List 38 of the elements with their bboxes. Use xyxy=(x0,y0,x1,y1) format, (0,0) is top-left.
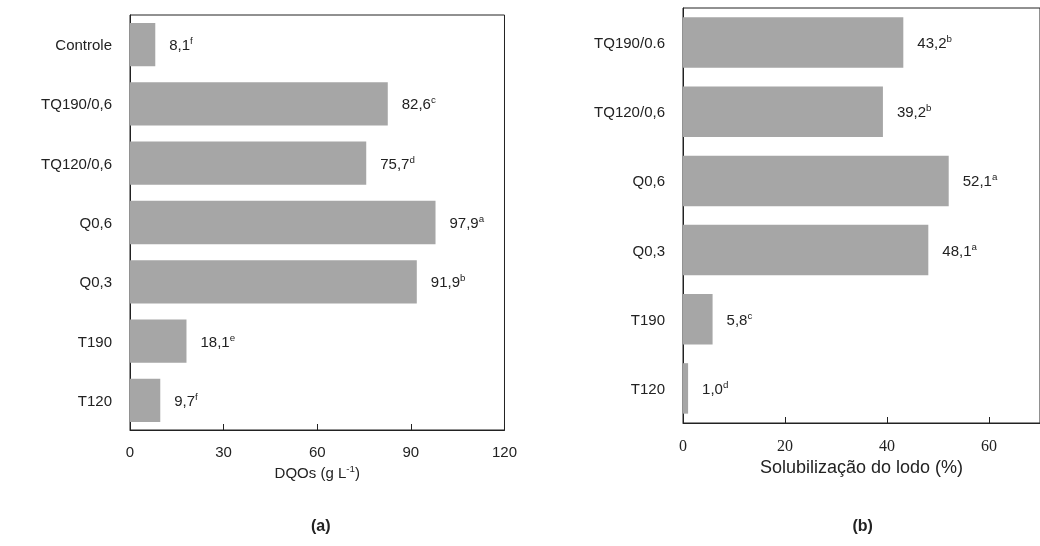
bar xyxy=(130,82,388,126)
y-tick-label: Controle xyxy=(55,36,112,54)
y-tick-label: TQ120/0,6 xyxy=(41,154,112,172)
y-tick-label: TQ120/0,6 xyxy=(594,103,665,121)
x-tick-label: 120 xyxy=(491,443,517,460)
bar xyxy=(130,23,156,67)
y-tick-label: Q0,3 xyxy=(632,241,665,259)
bar xyxy=(683,224,929,276)
y-tick-label: TQ190/0.6 xyxy=(594,34,665,52)
bar xyxy=(130,319,187,363)
bar xyxy=(130,141,367,185)
y-tick-label: T120 xyxy=(630,379,665,397)
x-tick-label: 0 xyxy=(679,436,687,454)
x-tick-label: 90 xyxy=(402,443,420,460)
y-tick-label: Q0,6 xyxy=(632,172,665,190)
bar xyxy=(683,86,883,137)
x-tick-label: 20 xyxy=(777,436,793,454)
y-tick-label: Q0,6 xyxy=(79,214,112,231)
text: (a) xyxy=(311,516,331,534)
y-tick-label: Q0,3 xyxy=(79,273,112,291)
x-tick-label: 40 xyxy=(879,436,895,454)
bar xyxy=(683,155,949,207)
x-tick-label: 60 xyxy=(981,436,997,454)
bar xyxy=(130,378,161,422)
bar xyxy=(683,363,689,414)
bar xyxy=(130,200,436,245)
x-tick-label: 0 xyxy=(125,443,135,460)
y-tick-label: T190 xyxy=(77,332,112,350)
bar xyxy=(683,294,713,345)
x-tick-label: 60 xyxy=(308,443,326,460)
bar xyxy=(683,17,904,68)
y-tick-label: T120 xyxy=(77,391,112,409)
y-tick-label: TQ190/0,6 xyxy=(41,95,112,113)
text: (b) xyxy=(852,516,873,534)
x-tick-label: 30 xyxy=(215,443,232,460)
bar xyxy=(130,260,417,304)
y-tick-label: T190 xyxy=(630,310,665,328)
x-axis-title: Solubilização do lodo (%) xyxy=(759,456,964,477)
